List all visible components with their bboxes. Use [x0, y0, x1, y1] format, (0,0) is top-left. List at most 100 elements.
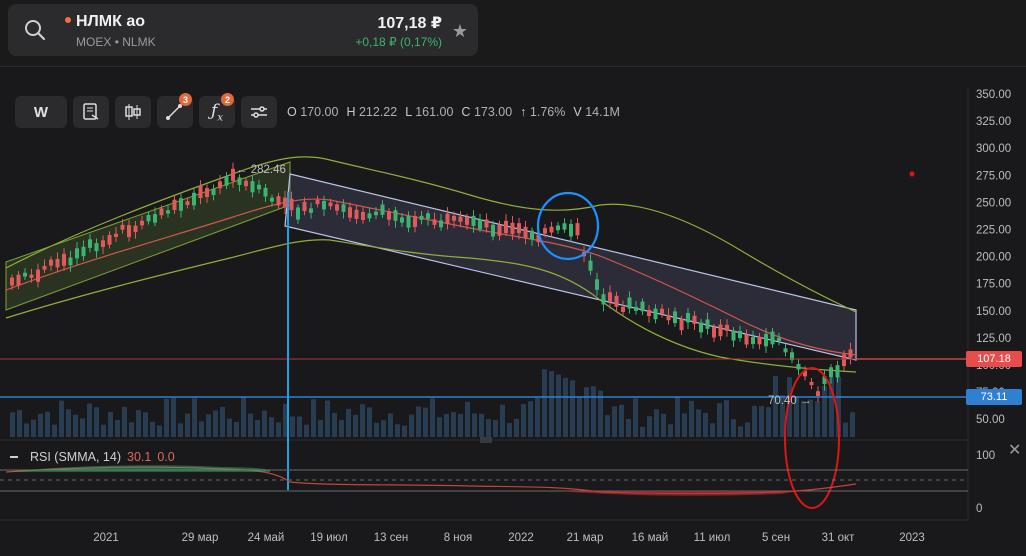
candle-body: [796, 364, 801, 370]
candle-body: [361, 211, 365, 220]
volume-bar: [171, 397, 176, 437]
candle-body: [686, 312, 690, 323]
interval-button[interactable]: W: [15, 96, 67, 128]
candle-body: [471, 215, 476, 226]
rsi-axis-top: 100: [976, 450, 995, 462]
level-price-tag[interactable]: 73.11: [966, 389, 1022, 405]
blue-circle-annotation[interactable]: [536, 191, 600, 261]
volume-bar: [220, 406, 225, 437]
volume-bar: [157, 425, 162, 437]
change-value: 1.76%: [529, 105, 566, 119]
volume-bar: [374, 422, 379, 437]
candle-body: [55, 258, 60, 268]
volume-bar: [437, 417, 442, 437]
low-label: L: [405, 105, 412, 119]
candle-body: [712, 327, 716, 338]
candle-body: [68, 257, 73, 266]
candle-body: [75, 248, 79, 259]
volume-bar: [353, 414, 358, 437]
chart-type-button[interactable]: [115, 96, 151, 128]
candle-body: [205, 188, 209, 197]
descending-channel: [284, 173, 857, 361]
volume-bar: [416, 406, 421, 437]
time-axis-label: 13 сен: [374, 532, 408, 544]
volume-bar: [276, 422, 281, 437]
open-value: 170.00: [300, 105, 339, 119]
candle-body: [107, 234, 112, 245]
candle-body: [224, 176, 229, 186]
time-axis-label: 2023: [899, 532, 925, 544]
volume-bar: [346, 408, 351, 437]
candle-body: [556, 225, 560, 231]
price-axis-label: 275.00: [976, 170, 1011, 182]
volume-bar: [248, 413, 253, 437]
search-icon[interactable]: [24, 19, 46, 41]
ticker-card[interactable]: НЛМК ао MOEX • NLMK 107,18 ₽ +0,18 ₽ (0,…: [8, 4, 478, 56]
candle-body: [198, 185, 203, 198]
candle-body: [185, 201, 190, 206]
candle-body: [458, 216, 463, 222]
candle-body: [803, 370, 807, 377]
candle-body: [406, 216, 411, 228]
candle-body: [250, 181, 255, 193]
settings-button[interactable]: [241, 96, 277, 128]
collapse-icon[interactable]: [10, 456, 18, 458]
candle-body: [23, 272, 27, 277]
volume-bar: [136, 410, 141, 437]
candle-body: [62, 253, 66, 266]
volume-bar: [24, 423, 29, 437]
candle-body: [387, 211, 391, 220]
volume-bar: [94, 407, 99, 437]
candle-body: [192, 192, 196, 206]
red-ellipse-annotation[interactable]: [784, 367, 840, 509]
price-axis-label: 225.00: [976, 225, 1011, 237]
time-axis-label: 16 май: [632, 532, 669, 544]
volume-bar: [794, 396, 799, 437]
volume-bar: [283, 403, 288, 437]
ticker-change: +0,18 ₽ (0,17%): [355, 35, 442, 49]
candle-body: [36, 269, 40, 282]
volume-bar: [164, 398, 169, 437]
candle-body: [705, 319, 710, 329]
volume-bar: [472, 413, 477, 437]
indicators-button[interactable]: ƒx 2: [199, 93, 235, 128]
candle-body: [653, 308, 658, 320]
candle-body: [302, 201, 307, 212]
rsi-legend[interactable]: RSI (SMMA, 14) 30.1 0.0: [10, 450, 175, 464]
volume-bar: [31, 419, 36, 437]
volume-bar: [570, 380, 575, 437]
candle-body: [296, 207, 300, 220]
volume-bar: [115, 419, 120, 437]
volume-bar: [647, 416, 652, 437]
candle-body: [426, 213, 430, 219]
status-dot: [65, 17, 71, 23]
ticker-name: НЛМК ао: [76, 13, 145, 30]
rsi-value: 30.1: [127, 450, 152, 464]
time-axis-label: 31 окт: [822, 532, 856, 544]
volume-bar: [409, 414, 414, 437]
exchange-label: MOEX: [76, 35, 112, 49]
favorite-star-icon[interactable]: ★: [451, 21, 468, 41]
volume-value: 14.1M: [585, 105, 620, 119]
candle-body: [88, 239, 92, 248]
drawing-tools-button[interactable]: 3: [157, 93, 193, 128]
candle-body: [627, 297, 632, 309]
time-axis-label: 29 мар: [182, 532, 219, 544]
notes-button[interactable]: [73, 96, 109, 128]
volume-bar: [332, 412, 337, 437]
candle-body: [809, 381, 814, 386]
candle-body: [497, 224, 502, 236]
separator: •: [114, 35, 119, 49]
volume-bar: [38, 413, 43, 437]
candle-body: [647, 309, 651, 317]
candle-body: [595, 279, 599, 290]
volume-bar: [654, 409, 659, 437]
candle-body: [549, 226, 554, 233]
volume-bar: [178, 423, 183, 437]
volume-bar: [710, 423, 715, 437]
volume-bar: [759, 406, 764, 437]
candle-body: [153, 214, 157, 223]
price-axis-label: 150.00: [976, 306, 1011, 318]
close-icon[interactable]: ✕: [1008, 442, 1022, 459]
